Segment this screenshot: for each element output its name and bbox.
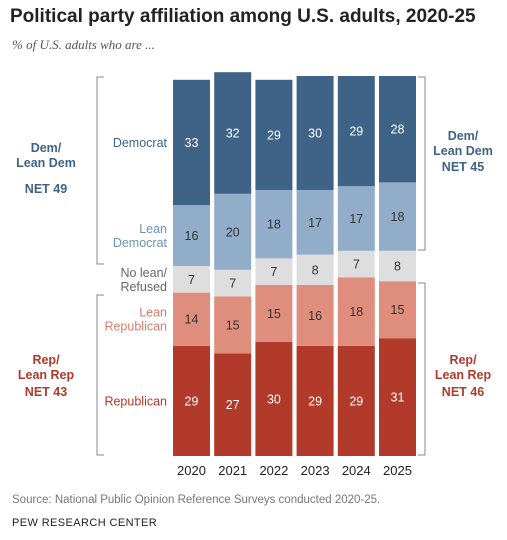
- bar-segment-republican-2021: [214, 353, 252, 456]
- bar-segment-republican-2024: [337, 345, 375, 456]
- value-label-lean-republican-2021: 15: [226, 318, 240, 332]
- group-label-rep-left-line2: Lean Rep: [18, 368, 75, 382]
- bar-segment-republican-2025: [379, 338, 416, 456]
- bar-segment-no-lean-refused-2023: [296, 254, 334, 285]
- net-label-rep-left: NET 43: [25, 385, 67, 399]
- bar-segment-democrat-2025: [379, 76, 416, 183]
- group-label-rep-left-line1: Rep/: [32, 353, 60, 367]
- value-label-democrat-2023: 30: [308, 127, 322, 141]
- bar-segment-democrat-2021: [214, 72, 252, 194]
- value-label-no-lean-refused-2024: 7: [353, 258, 360, 272]
- value-label-republican-2021: 27: [226, 398, 240, 412]
- value-label-republican-2025: 31: [391, 391, 405, 405]
- series-label-republican: Republican: [104, 394, 167, 408]
- value-label-lean-republican-2023: 16: [308, 309, 322, 323]
- x-tick-label-2025: 2025: [383, 463, 412, 478]
- group-label-dem-left-line1: Dem/: [31, 141, 62, 155]
- bar-segment-no-lean-refused-2024: [337, 250, 375, 278]
- bar-segment-no-lean-refused-2021: [214, 269, 252, 297]
- bar-segment-lean-republican-2022: [255, 285, 293, 342]
- bar-segment-democrat-2022: [255, 79, 293, 190]
- value-label-lean-republican-2024: 18: [349, 305, 363, 319]
- value-label-lean-democrat-2021: 20: [226, 225, 240, 239]
- bracket-right-rep: [418, 282, 426, 456]
- bar-segment-lean-republican-2024: [337, 277, 375, 346]
- bar-segment-no-lean-refused-2022: [255, 258, 293, 285]
- bar-segment-democrat-2023: [296, 76, 334, 190]
- value-label-lean-republican-2022: 15: [267, 307, 281, 321]
- series-label-lean-democrat-line1: Lean: [139, 222, 167, 236]
- value-label-no-lean-refused-2020: 7: [188, 273, 195, 287]
- bar-segment-democrat-2020: [173, 79, 210, 206]
- value-label-lean-republican-2020: 14: [185, 313, 199, 327]
- value-label-democrat-2021: 32: [226, 127, 240, 141]
- series-label-no-lean-refused-line1: No lean/: [120, 266, 167, 280]
- group-label-dem-right-line2: Lean Dem: [433, 144, 493, 158]
- chart-title: Political party affiliation among U.S. a…: [10, 6, 476, 27]
- series-label-lean-democrat-line2: Democrat: [113, 236, 168, 250]
- value-label-democrat-2022: 29: [267, 128, 281, 142]
- value-label-democrat-2020: 33: [185, 136, 199, 150]
- bar-segment-lean-democrat-2020: [173, 205, 210, 266]
- group-label-dem-right-line1: Dem/: [448, 129, 479, 143]
- bar-segment-republican-2022: [255, 342, 293, 456]
- value-label-republican-2022: 30: [267, 393, 281, 407]
- value-label-democrat-2024: 29: [349, 125, 363, 139]
- x-tick-label-2021: 2021: [218, 463, 247, 478]
- value-label-republican-2024: 29: [349, 394, 363, 408]
- bracket-left-rep: [96, 294, 104, 456]
- bar-segment-lean-democrat-2023: [296, 190, 334, 255]
- value-label-lean-democrat-2025: 18: [391, 210, 405, 224]
- value-label-no-lean-refused-2023: 8: [312, 263, 319, 277]
- bar-segment-lean-republican-2021: [214, 296, 252, 354]
- bar-segment-lean-republican-2020: [173, 292, 210, 346]
- series-label-democrat: Democrat: [113, 136, 168, 150]
- series-label-lean-republican-line2: Republican: [104, 320, 167, 334]
- x-tick-label-2024: 2024: [342, 463, 371, 478]
- bar-segment-republican-2020: [173, 345, 210, 456]
- x-tick-label-2022: 2022: [259, 463, 288, 478]
- value-label-democrat-2025: 28: [391, 123, 405, 137]
- footer-credit: PEW RESEARCH CENTER: [12, 517, 158, 529]
- bar-segment-lean-democrat-2022: [255, 190, 293, 259]
- net-label-rep-right: NET 46: [442, 385, 484, 399]
- bracket-left-dem: [96, 76, 104, 265]
- group-label-dem-left-line2: Lean Dem: [16, 156, 76, 170]
- group-label-rep-right-line2: Lean Rep: [435, 368, 492, 382]
- value-label-lean-democrat-2024: 17: [349, 212, 363, 226]
- x-tick-label-2023: 2023: [301, 463, 330, 478]
- bar-segment-republican-2023: [296, 345, 334, 456]
- bar-segment-lean-republican-2023: [296, 285, 334, 346]
- bar-segment-democrat-2024: [337, 76, 375, 187]
- bar-segment-no-lean-refused-2025: [379, 250, 416, 282]
- value-label-lean-democrat-2020: 16: [185, 229, 199, 243]
- value-label-no-lean-refused-2022: 7: [270, 265, 277, 279]
- bar-segment-no-lean-refused-2020: [173, 266, 210, 293]
- value-label-lean-republican-2025: 15: [391, 303, 405, 317]
- bar-segment-lean-democrat-2025: [379, 182, 416, 251]
- net-label-dem-right: NET 45: [442, 160, 484, 174]
- x-tick-label-2020: 2020: [177, 463, 206, 478]
- net-label-dem-left: NET 49: [25, 182, 67, 196]
- series-label-lean-republican-line1: Lean: [139, 306, 167, 320]
- value-label-republican-2020: 29: [185, 394, 199, 408]
- value-label-no-lean-refused-2025: 8: [394, 260, 401, 274]
- value-label-no-lean-refused-2021: 7: [229, 277, 236, 291]
- bar-segment-lean-democrat-2021: [214, 193, 252, 270]
- chart-subtitle: % of U.S. adults who are ...: [12, 37, 155, 52]
- bar-segment-lean-republican-2025: [379, 281, 416, 339]
- bar-segment-lean-democrat-2024: [337, 186, 375, 251]
- series-label-no-lean-refused-line2: Refused: [120, 280, 167, 294]
- bracket-right-dem: [418, 76, 426, 251]
- value-label-republican-2023: 29: [308, 394, 322, 408]
- value-label-lean-democrat-2023: 17: [308, 216, 322, 230]
- value-label-lean-democrat-2022: 18: [267, 218, 281, 232]
- source-note: Source: National Public Opinion Referenc…: [12, 494, 381, 506]
- group-label-rep-right-line1: Rep/: [449, 353, 477, 367]
